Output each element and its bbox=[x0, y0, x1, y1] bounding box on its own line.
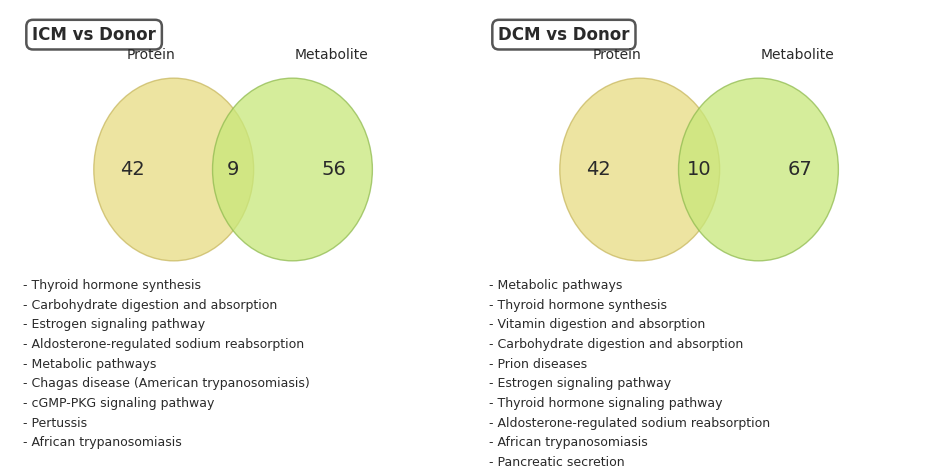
Text: - cGMP-PKG signaling pathway: - cGMP-PKG signaling pathway bbox=[23, 397, 214, 410]
Text: - Pancreatic secretion: - Pancreatic secretion bbox=[489, 456, 624, 469]
Text: Metabolite: Metabolite bbox=[295, 48, 368, 62]
Text: - Carbohydrate digestion and absorption: - Carbohydrate digestion and absorption bbox=[23, 299, 278, 312]
Text: - African trypanosomiasis: - African trypanosomiasis bbox=[23, 436, 182, 449]
Ellipse shape bbox=[94, 78, 254, 261]
Ellipse shape bbox=[678, 78, 839, 261]
Text: - Aldosterone-regulated sodium reabsorption: - Aldosterone-regulated sodium reabsorpt… bbox=[23, 338, 304, 351]
Text: - Pertussis: - Pertussis bbox=[23, 416, 88, 429]
Text: DCM vs Donor: DCM vs Donor bbox=[498, 26, 630, 44]
Text: Protein: Protein bbox=[127, 48, 175, 62]
Text: - Aldosterone-regulated sodium reabsorption: - Aldosterone-regulated sodium reabsorpt… bbox=[489, 416, 770, 429]
Text: 42: 42 bbox=[120, 160, 145, 179]
Text: 56: 56 bbox=[322, 160, 346, 179]
Text: - Metabolic pathways: - Metabolic pathways bbox=[489, 279, 623, 292]
Text: - Carbohydrate digestion and absorption: - Carbohydrate digestion and absorption bbox=[489, 338, 744, 351]
Text: ICM vs Donor: ICM vs Donor bbox=[32, 26, 156, 44]
Text: Metabolite: Metabolite bbox=[761, 48, 834, 62]
Text: - Prion diseases: - Prion diseases bbox=[489, 357, 587, 371]
Ellipse shape bbox=[212, 78, 373, 261]
Text: - African trypanosomiasis: - African trypanosomiasis bbox=[489, 436, 648, 449]
Text: - Chagas disease (American trypanosomiasis): - Chagas disease (American trypanosomias… bbox=[23, 377, 309, 390]
Text: 9: 9 bbox=[226, 160, 240, 179]
Text: - Estrogen signaling pathway: - Estrogen signaling pathway bbox=[23, 318, 205, 331]
Text: - Metabolic pathways: - Metabolic pathways bbox=[23, 357, 157, 371]
Text: Protein: Protein bbox=[593, 48, 641, 62]
Ellipse shape bbox=[560, 78, 720, 261]
Text: - Thyroid hormone signaling pathway: - Thyroid hormone signaling pathway bbox=[489, 397, 722, 410]
Text: - Estrogen signaling pathway: - Estrogen signaling pathway bbox=[489, 377, 671, 390]
Text: 67: 67 bbox=[788, 160, 812, 179]
Text: 42: 42 bbox=[586, 160, 611, 179]
Text: - Thyroid hormone synthesis: - Thyroid hormone synthesis bbox=[489, 299, 667, 312]
Text: - Thyroid hormone synthesis: - Thyroid hormone synthesis bbox=[23, 279, 201, 292]
Text: 10: 10 bbox=[687, 160, 711, 179]
Text: - Vitamin digestion and absorption: - Vitamin digestion and absorption bbox=[489, 318, 706, 331]
